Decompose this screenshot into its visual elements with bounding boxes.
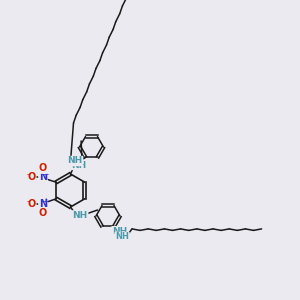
Text: N: N xyxy=(39,172,47,182)
Text: N: N xyxy=(39,199,47,209)
Text: O: O xyxy=(28,172,36,182)
Text: +: + xyxy=(43,170,49,179)
Text: NH: NH xyxy=(115,232,129,242)
Text: O: O xyxy=(39,163,47,173)
Text: NH: NH xyxy=(73,211,88,220)
Text: -: - xyxy=(27,170,30,179)
Text: NH: NH xyxy=(112,227,127,236)
Text: NH: NH xyxy=(68,157,82,166)
Text: O: O xyxy=(39,208,47,218)
Text: +: + xyxy=(43,197,49,206)
Text: O: O xyxy=(28,199,36,209)
Text: NH: NH xyxy=(71,160,86,169)
Text: -: - xyxy=(27,197,30,206)
